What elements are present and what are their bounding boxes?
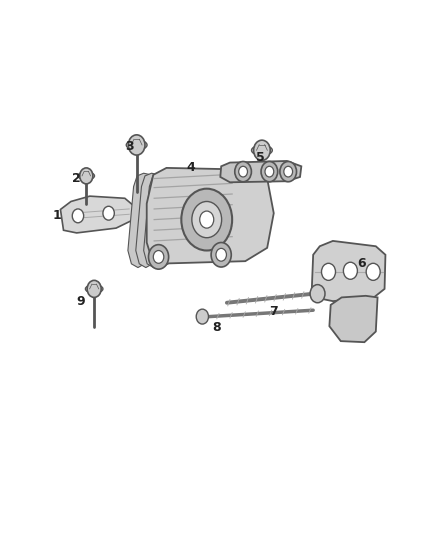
- Ellipse shape: [251, 146, 272, 156]
- Circle shape: [153, 251, 164, 263]
- Circle shape: [280, 161, 297, 182]
- Text: 4: 4: [186, 161, 195, 174]
- Circle shape: [211, 243, 231, 267]
- Polygon shape: [147, 168, 274, 264]
- Circle shape: [284, 166, 293, 177]
- Circle shape: [200, 211, 214, 228]
- Polygon shape: [128, 173, 155, 268]
- Circle shape: [343, 262, 357, 279]
- Circle shape: [128, 135, 145, 155]
- Polygon shape: [144, 173, 171, 268]
- Circle shape: [196, 309, 208, 324]
- Ellipse shape: [126, 140, 147, 150]
- Circle shape: [192, 201, 222, 238]
- Circle shape: [216, 248, 226, 261]
- Text: 5: 5: [256, 151, 265, 164]
- Text: 2: 2: [72, 172, 81, 185]
- Text: 1: 1: [53, 209, 61, 222]
- Circle shape: [181, 189, 232, 251]
- Circle shape: [80, 168, 93, 184]
- Circle shape: [103, 206, 114, 220]
- Polygon shape: [220, 161, 301, 182]
- Circle shape: [321, 263, 336, 280]
- Text: 9: 9: [77, 295, 85, 308]
- Circle shape: [72, 209, 84, 223]
- Circle shape: [310, 285, 325, 303]
- Ellipse shape: [85, 285, 103, 293]
- Polygon shape: [329, 296, 378, 342]
- Text: 3: 3: [125, 140, 134, 153]
- Text: 8: 8: [212, 321, 221, 334]
- Text: 7: 7: [269, 305, 278, 318]
- Polygon shape: [152, 173, 179, 268]
- Circle shape: [148, 245, 169, 269]
- Text: 6: 6: [357, 257, 366, 270]
- Circle shape: [366, 263, 380, 280]
- Circle shape: [265, 166, 274, 177]
- Polygon shape: [136, 173, 163, 268]
- Circle shape: [254, 140, 270, 160]
- Circle shape: [87, 280, 101, 297]
- Polygon shape: [312, 241, 385, 301]
- Circle shape: [261, 161, 278, 182]
- Circle shape: [239, 166, 247, 177]
- Ellipse shape: [78, 172, 95, 180]
- Circle shape: [235, 161, 251, 182]
- Polygon shape: [60, 196, 135, 233]
